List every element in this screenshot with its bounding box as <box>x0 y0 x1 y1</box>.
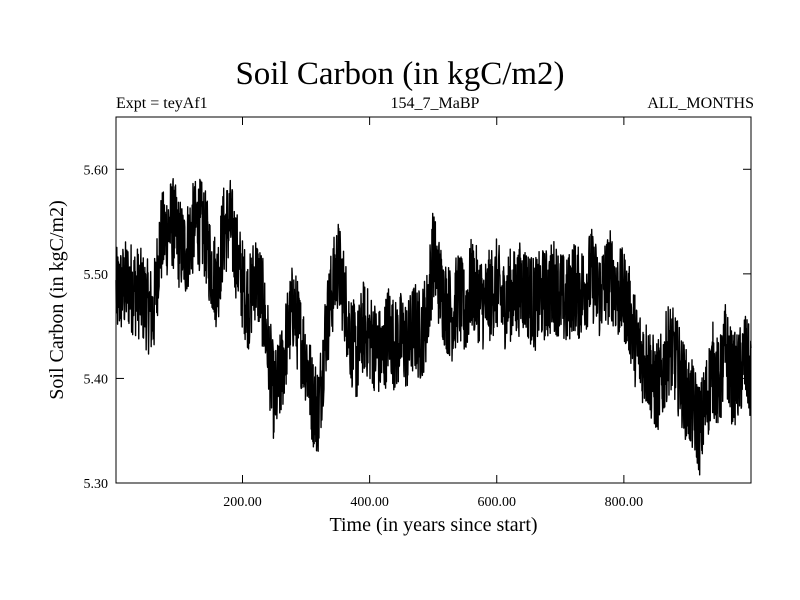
x-tick-label: 200.00 <box>223 495 262 510</box>
experiment-label: Expt = teyAf1 <box>116 95 208 112</box>
months-label: ALL_MONTHS <box>647 95 754 112</box>
x-axis: 200.00 400.00 600.00 800.00 <box>223 117 643 510</box>
y-tick-label: 5.40 <box>84 372 109 387</box>
x-tick-label: 400.00 <box>350 495 389 510</box>
x-tick-label: 600.00 <box>477 495 516 510</box>
y-tick-label: 5.30 <box>84 477 109 492</box>
y-axis-title: Soil Carbon (in kgC/m2) <box>46 200 68 399</box>
chart-title: Soil Carbon (in kgC/m2) <box>235 56 565 92</box>
soil-carbon-series-line <box>115 178 752 476</box>
y-tick-label: 5.60 <box>84 163 109 178</box>
x-axis-title: Time (in years since start) <box>329 514 537 536</box>
y-axis: 5.30 5.40 5.50 5.60 <box>84 163 751 492</box>
x-tick-label: 800.00 <box>605 495 644 510</box>
plot-frame <box>115 116 752 484</box>
period-label: 154_7_MaBP <box>390 95 480 112</box>
y-tick-label: 5.50 <box>84 268 109 283</box>
series-line-group <box>115 178 752 476</box>
